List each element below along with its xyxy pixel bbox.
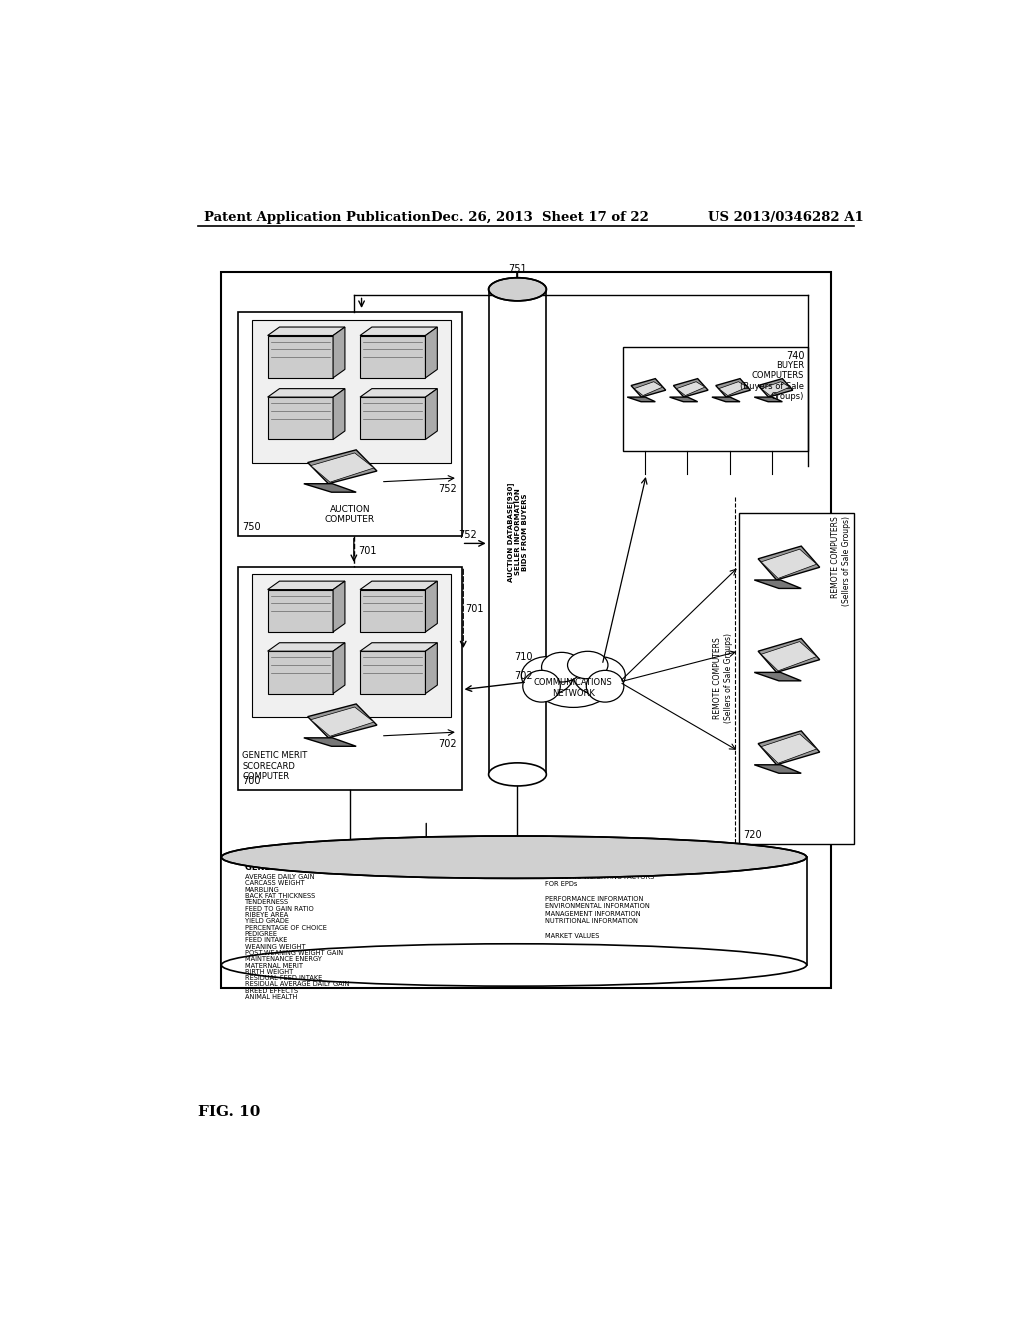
Polygon shape [425,643,437,693]
Polygon shape [267,643,345,651]
Polygon shape [634,381,663,396]
Text: ECONOMIC WEIGHTING FACTORS: ECONOMIC WEIGHTING FACTORS [545,874,654,880]
Text: YIELD GRADE: YIELD GRADE [245,919,289,924]
Text: US 2013/0346282 A1: US 2013/0346282 A1 [708,211,864,224]
Text: 700: 700 [243,776,261,785]
Text: PERCENTAGE OF CHOICE: PERCENTAGE OF CHOICE [245,924,327,931]
Text: MAINTENANCE ENERGY: MAINTENANCE ENERGY [245,956,322,962]
Ellipse shape [567,651,608,678]
Text: RESIDUAL FEED INTAKE: RESIDUAL FEED INTAKE [245,975,322,981]
Polygon shape [631,379,666,397]
Polygon shape [310,708,374,737]
Text: RIBEYE AREA: RIBEYE AREA [245,912,288,917]
Polygon shape [425,388,437,440]
Polygon shape [758,379,793,397]
Ellipse shape [521,656,573,694]
Text: CARCASS WEIGHT: CARCASS WEIGHT [245,880,304,887]
Text: FEED INTAKE: FEED INTAKE [245,937,287,944]
Text: PERFORMANCE INFORMATION: PERFORMANCE INFORMATION [545,896,643,902]
Polygon shape [758,639,819,672]
Polygon shape [267,651,333,693]
Polygon shape [304,483,356,492]
Polygon shape [761,642,816,671]
Text: AUCTION DATABASE[930]
SELLER INFORMATION
BIDS FROM BUYERS: AUCTION DATABASE[930] SELLER INFORMATION… [507,482,528,582]
Text: 752: 752 [438,484,458,495]
Polygon shape [333,643,345,693]
Ellipse shape [523,671,560,702]
Polygon shape [719,381,748,396]
Polygon shape [758,731,819,764]
Polygon shape [758,546,819,579]
Ellipse shape [488,277,547,301]
Text: REMOTE COMPUTERS
(Sellers of Sale Groups): REMOTE COMPUTERS (Sellers of Sale Groups… [714,634,733,723]
Polygon shape [267,388,345,397]
Text: NUTRITIONAL INFORMATION: NUTRITIONAL INFORMATION [545,917,638,924]
Text: BREED EFFECTS: BREED EFFECTS [245,987,298,994]
Text: 710: 710 [514,652,532,661]
Polygon shape [360,590,425,632]
Text: BIRTH WEIGHT: BIRTH WEIGHT [245,969,293,975]
Polygon shape [360,327,437,335]
Ellipse shape [221,836,807,878]
Polygon shape [425,327,437,378]
Polygon shape [360,643,437,651]
Ellipse shape [573,656,626,694]
Polygon shape [425,581,437,632]
Polygon shape [333,327,345,378]
Text: COMMUNICATIONS
NETWORK: COMMUNICATIONS NETWORK [534,678,612,698]
Text: 751: 751 [508,264,526,275]
Text: ANIMAL HEALTH: ANIMAL HEALTH [245,994,297,1001]
Text: AVERAGE DAILY GAIN: AVERAGE DAILY GAIN [245,874,314,880]
Text: GENETIC MERIT
SCORECARD
COMPUTER: GENETIC MERIT SCORECARD COMPUTER [243,751,307,781]
Polygon shape [716,379,751,397]
Polygon shape [755,579,801,589]
Polygon shape [333,388,345,440]
Text: Dec. 26, 2013  Sheet 17 of 22: Dec. 26, 2013 Sheet 17 of 22 [431,211,649,224]
Polygon shape [310,453,374,482]
Text: FEED TO GAIN RATIO: FEED TO GAIN RATIO [245,906,313,912]
Polygon shape [761,381,790,396]
Polygon shape [755,672,801,681]
FancyBboxPatch shape [221,272,831,989]
Text: PEDIGREE: PEDIGREE [245,931,278,937]
Text: MARKET VALUES: MARKET VALUES [545,933,599,939]
Text: ENVIRONMENTAL INFORMATION: ENVIRONMENTAL INFORMATION [545,903,649,909]
Polygon shape [761,549,816,578]
Text: MATERNAL MERIT: MATERNAL MERIT [245,962,302,969]
Polygon shape [755,764,801,774]
Polygon shape [360,651,425,693]
Text: BACK FAT THICKNESS: BACK FAT THICKNESS [245,894,314,899]
FancyBboxPatch shape [739,512,854,843]
Text: POST-WEANING WEIGHT GAIN: POST-WEANING WEIGHT GAIN [245,950,343,956]
Text: MARBLING: MARBLING [245,887,280,892]
Text: FIG. 10: FIG. 10 [199,1106,261,1119]
FancyBboxPatch shape [252,321,451,462]
Text: 752: 752 [459,531,477,540]
Polygon shape [761,734,816,763]
Text: 701: 701 [466,603,484,614]
Text: 720: 720 [742,830,761,840]
Text: Patent Application Publication: Patent Application Publication [204,211,430,224]
Polygon shape [307,450,377,483]
FancyBboxPatch shape [488,289,547,775]
FancyBboxPatch shape [221,857,807,965]
Polygon shape [267,335,333,378]
Text: TENDERNESS: TENDERNESS [245,899,289,906]
Text: WEANING WEIGHT: WEANING WEIGHT [245,944,305,949]
Text: 701: 701 [357,546,376,556]
Polygon shape [267,327,345,335]
Text: 751: 751 [492,284,510,294]
Text: FOR EPDs: FOR EPDs [545,882,578,887]
FancyBboxPatch shape [239,566,462,789]
FancyBboxPatch shape [252,574,451,717]
Polygon shape [677,381,705,396]
Polygon shape [360,397,425,440]
FancyBboxPatch shape [239,313,462,536]
Polygon shape [267,397,333,440]
Text: 720: 720 [726,850,744,859]
Polygon shape [360,581,437,590]
Polygon shape [360,388,437,397]
Text: REMOTE COMPUTERS
(Sellers of Sale Groups): REMOTE COMPUTERS (Sellers of Sale Groups… [831,516,851,606]
Polygon shape [628,397,655,401]
Ellipse shape [221,944,807,986]
